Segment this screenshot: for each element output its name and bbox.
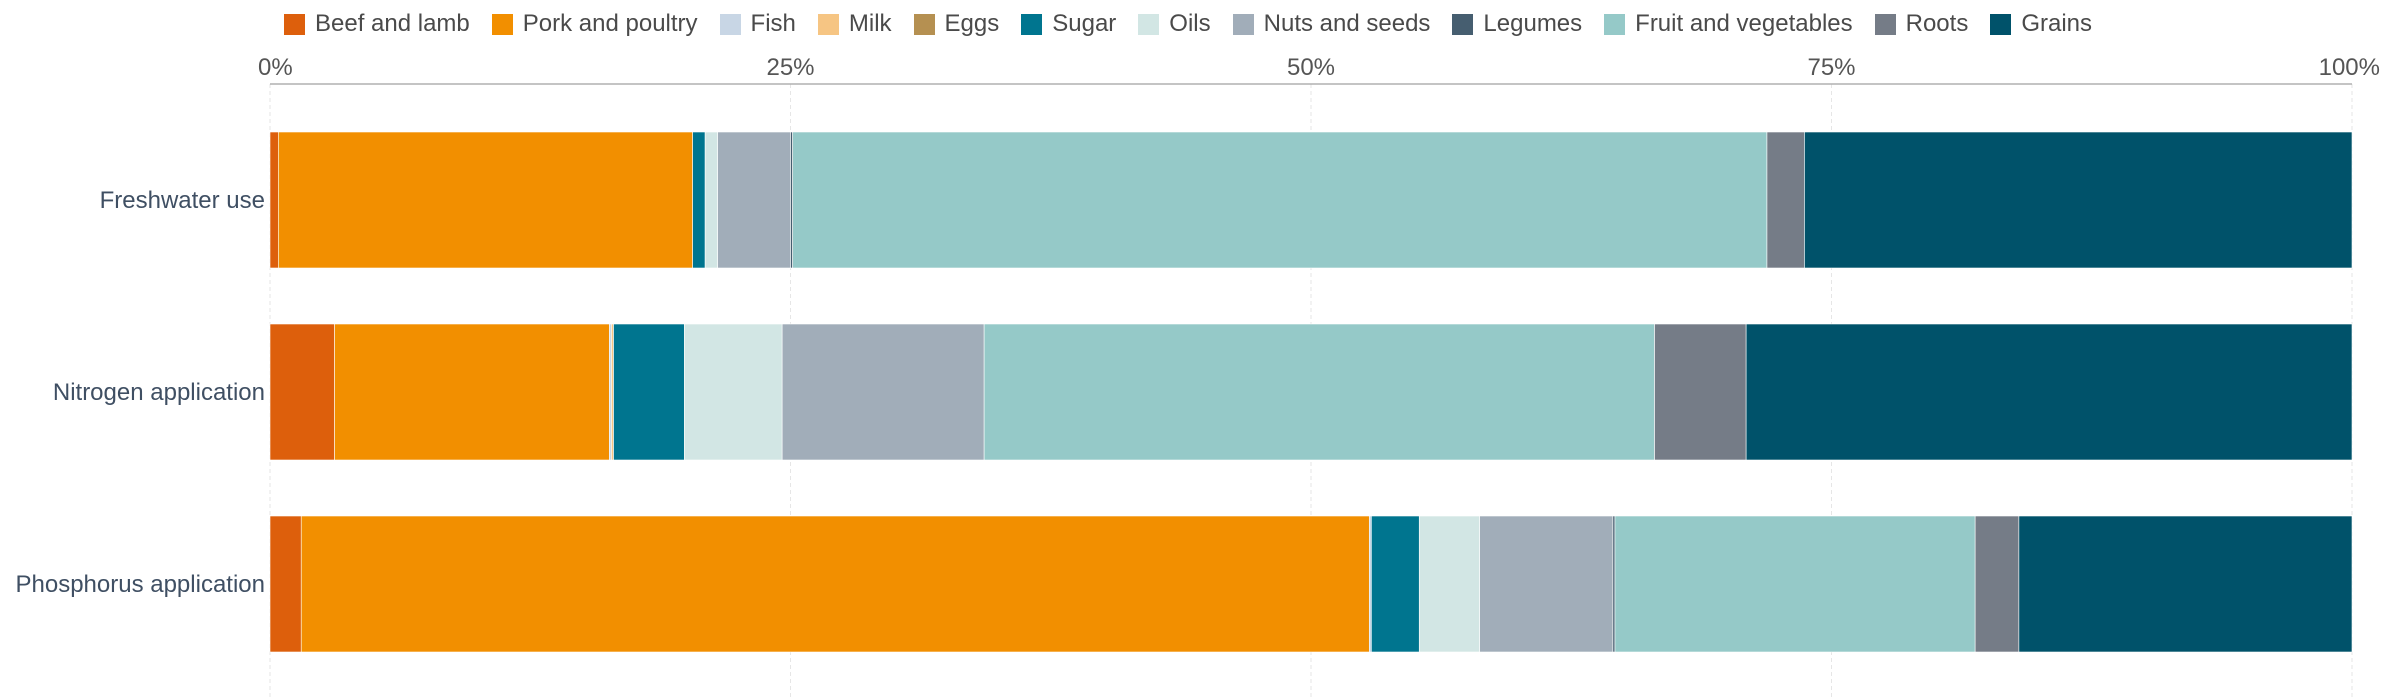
bar-segment-roots[interactable] (1766, 131, 1805, 269)
legend-swatch (1874, 13, 1896, 35)
legend-swatch (1990, 13, 2012, 35)
legend-item-sugar[interactable]: Sugar (1021, 10, 1116, 38)
legend-swatch (491, 13, 513, 35)
legend-label: Milk (848, 10, 892, 37)
bar-freshwater-use (269, 131, 2353, 269)
bar-segment-grains[interactable] (1804, 131, 2353, 269)
legend-item-roots[interactable]: Roots (1874, 10, 1969, 38)
x-tick-label: 25% (766, 54, 814, 81)
category-labels: Freshwater use Nitrogen application Phosph… (15, 187, 265, 598)
legend-swatch (1604, 13, 1626, 35)
bar-segment-grains[interactable] (2018, 515, 2353, 653)
bar-segment-nuts-and-seeds[interactable] (717, 131, 791, 269)
category-label: Freshwater use (100, 187, 265, 214)
bar-segment-beef-and-lamb[interactable] (269, 323, 335, 461)
bar-segment-legumes[interactable] (790, 131, 793, 269)
legend-label: Pork and poultry (522, 10, 698, 37)
legend-item-eggs[interactable]: Eggs (913, 10, 1000, 38)
legend-swatch (817, 13, 839, 35)
bars (269, 131, 2353, 653)
legend-label: Eggs (944, 10, 1000, 37)
bar-segment-fish[interactable] (1368, 515, 1372, 653)
x-tick-label: 75% (1807, 54, 1855, 81)
legend-label: Grains (2021, 10, 2093, 37)
legend-swatch (284, 13, 305, 35)
legend-swatch (913, 13, 935, 35)
category-label: Phosphorus application (15, 571, 265, 598)
x-tick-label: 0% (258, 54, 293, 81)
legend-item-oils[interactable]: Oils (1138, 10, 1211, 38)
legend-item-grains[interactable]: Grains (1990, 10, 2092, 38)
bar-segment-legumes[interactable] (1612, 515, 1616, 653)
legend-label: Legumes (1483, 10, 1583, 37)
legend-item-milk[interactable]: Milk (817, 10, 892, 38)
bar-segment-sugar[interactable] (1371, 515, 1420, 653)
x-tick-label: 100% (2319, 54, 2380, 81)
bar-segment-oils[interactable] (704, 131, 718, 269)
bar-segment-beef-and-lamb[interactable] (269, 131, 279, 269)
legend-swatch (719, 13, 741, 35)
bar-segment-oils[interactable] (1418, 515, 1480, 653)
bar-segment-roots[interactable] (1974, 515, 2020, 653)
legend-swatch (1232, 13, 1254, 35)
legend-item-fish[interactable]: Fish (719, 10, 796, 38)
bar-segment-pork-and-poultry[interactable] (300, 515, 1370, 653)
bar-segment-milk[interactable] (611, 323, 614, 461)
bar-segment-grains[interactable] (1745, 323, 2353, 461)
category-label: Nitrogen application (53, 379, 265, 406)
bar-segment-fish[interactable] (609, 323, 612, 461)
legend-item-pork-and-poultry[interactable]: Pork and poultry (491, 10, 698, 38)
legend-label: Fruit and vegetables (1635, 10, 1853, 37)
bar-segment-nuts-and-seeds[interactable] (1479, 515, 1614, 653)
chart-legend: Beef and lamb Pork and poultry Fish Milk Egg… (284, 6, 2390, 42)
legend-item-beef-and-lamb[interactable]: Beef and lamb (284, 10, 470, 38)
bar-segment-roots[interactable] (1654, 323, 1747, 461)
legend-item-nuts-and-seeds[interactable]: Nuts and seeds (1232, 10, 1431, 38)
bar-segment-nuts-and-seeds[interactable] (781, 323, 985, 461)
legend-label: Oils (1169, 10, 1211, 37)
bar-segment-beef-and-lamb[interactable] (269, 515, 302, 653)
legend-label: Sugar (1052, 10, 1117, 37)
x-axis: 0% 25% 50% 75% 100% (258, 54, 2380, 85)
bar-segment-pork-and-poultry[interactable] (334, 323, 610, 461)
legend-label: Nuts and seeds (1263, 10, 1431, 37)
legend-label: Roots (1905, 10, 1969, 37)
legend-item-fruit-and-vegetables[interactable]: Fruit and vegetables (1604, 10, 1853, 38)
bar-segment-sugar[interactable] (692, 131, 706, 269)
legend-swatch (1138, 13, 1160, 35)
bar-segment-sugar[interactable] (613, 323, 685, 461)
bar-segment-fruit-and-vegetables[interactable] (983, 323, 1655, 461)
bar-segment-fruit-and-vegetables[interactable] (792, 131, 1768, 269)
bar-segment-pork-and-poultry[interactable] (278, 131, 693, 269)
legend-item-legumes[interactable]: Legumes (1452, 10, 1582, 38)
x-tick-label: 50% (1287, 54, 1335, 81)
bar-segment-oils[interactable] (684, 323, 783, 461)
legend-swatch (1021, 13, 1043, 35)
legend-label: Fish (750, 10, 796, 37)
bar-segment-fruit-and-vegetables[interactable] (1614, 515, 1976, 653)
bar-nitrogen-application (269, 323, 2353, 461)
legend-swatch (1452, 13, 1474, 35)
bar-phosphorus-application (269, 515, 2353, 653)
legend-label: Beef and lamb (315, 10, 470, 37)
